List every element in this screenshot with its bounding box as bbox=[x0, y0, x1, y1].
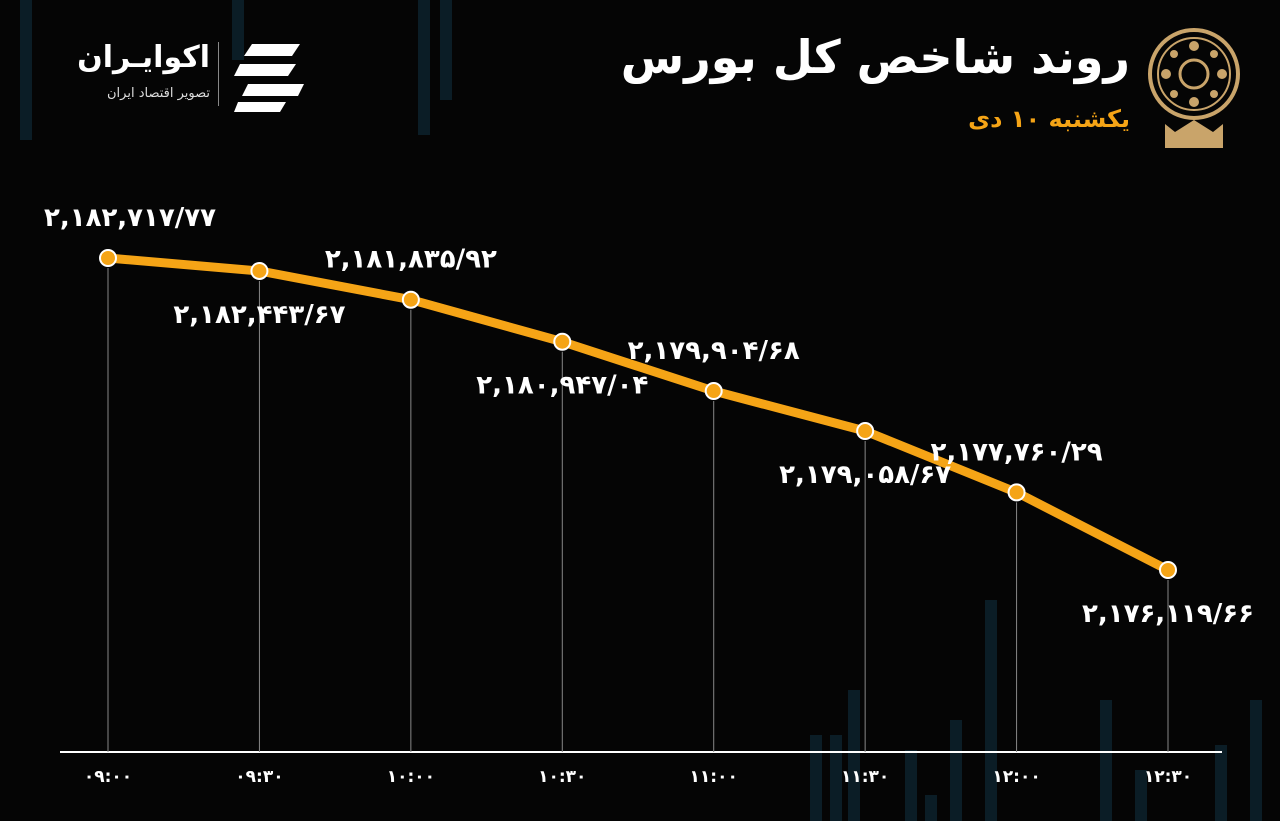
data-point bbox=[401, 290, 420, 309]
x-tick-label: ۱۲:۰۰ bbox=[992, 767, 1040, 787]
series-line bbox=[107, 253, 1171, 575]
logo-mark-icon bbox=[234, 44, 304, 112]
x-tick-label: ۰۹:۳۰ bbox=[235, 767, 283, 787]
x-tick-label: ۱۱:۰۰ bbox=[690, 767, 738, 787]
data-point bbox=[553, 332, 572, 351]
chart-subtitle: یکشنبه ۱۰ دی bbox=[968, 105, 1130, 133]
x-tick-label: ۱۰:۳۰ bbox=[538, 767, 586, 787]
data-label: ۲,۱۸۲,۴۴۳/۶۷ bbox=[173, 300, 345, 330]
data-label: ۲,۱۸۲,۷۱۷/۷۷ bbox=[44, 203, 216, 233]
logo-tagline: تصویر اقتصاد ایران bbox=[107, 86, 210, 101]
data-label: ۲,۱۸۱,۸۳۵/۹۲ bbox=[325, 245, 497, 275]
x-tick-label: ۱۱:۳۰ bbox=[841, 767, 889, 787]
x-tick-label: ۱۰:۰۰ bbox=[387, 767, 435, 787]
x-tick-label: ۰۹:۰۰ bbox=[84, 767, 132, 787]
stock-exchange-emblem-icon bbox=[1148, 28, 1240, 148]
data-point bbox=[856, 422, 875, 441]
data-label: ۲,۱۷۹,۹۰۴/۶۸ bbox=[628, 336, 800, 366]
data-label: ۲,۱۸۰,۹۴۷/۰۴ bbox=[476, 371, 648, 401]
logo-divider bbox=[218, 42, 219, 106]
data-point bbox=[1007, 483, 1026, 502]
data-label: ۲,۱۷۹,۰۵۸/۶۷ bbox=[779, 460, 951, 490]
chart-title: روند شاخص کل بورس bbox=[620, 30, 1130, 84]
data-point bbox=[704, 382, 723, 401]
data-label: ۲,۱۷۷,۷۶۰/۲۹ bbox=[931, 437, 1103, 467]
logo-name: اکوایـران bbox=[77, 40, 210, 75]
data-label: ۲,۱۷۶,۱۱۹/۶۶ bbox=[1082, 599, 1254, 629]
data-point bbox=[1159, 561, 1177, 579]
ecoiran-logo: اکوایـران تصویر اقتصاد ایران bbox=[50, 36, 310, 116]
data-point bbox=[250, 261, 269, 280]
x-tick-label: ۱۲:۳۰ bbox=[1144, 767, 1192, 787]
data-point bbox=[99, 249, 117, 267]
